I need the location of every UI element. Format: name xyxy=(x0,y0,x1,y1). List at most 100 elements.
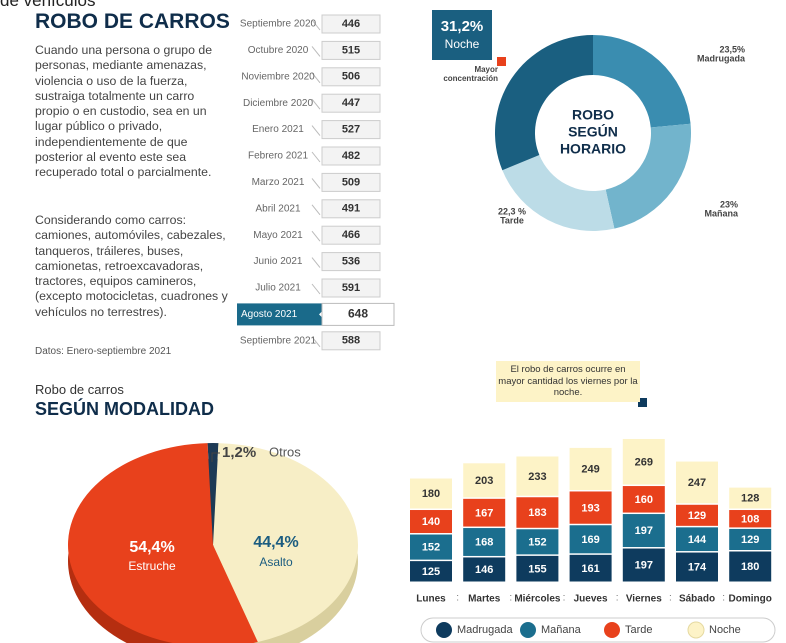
marker xyxy=(497,57,506,66)
month-value: 466 xyxy=(342,229,360,241)
value-box xyxy=(321,199,381,219)
data-label: 269 xyxy=(635,456,653,468)
x-tick-label: Domingo xyxy=(729,594,772,605)
pie-slice xyxy=(68,443,258,643)
legend-swatch xyxy=(520,622,536,638)
bar-segment xyxy=(622,548,665,582)
data-label: 174 xyxy=(688,562,707,574)
data-label: 249 xyxy=(581,464,599,476)
data-label: 152 xyxy=(422,542,440,554)
month-label: Febrero 2021 xyxy=(248,151,308,162)
legend-label: Madrugada xyxy=(457,624,514,636)
month-label: Septiembre 2020 xyxy=(240,19,317,30)
category-label: Madrugada xyxy=(697,53,746,63)
x-tick-label: Viernes xyxy=(626,594,662,605)
pointer-line xyxy=(311,151,321,163)
category-label: Estruche xyxy=(128,559,176,573)
legend-swatch xyxy=(436,622,452,638)
data-label: 140 xyxy=(422,516,440,528)
bar-segment xyxy=(676,552,718,582)
month-label: Marzo 2021 xyxy=(252,177,305,188)
data-label: 155 xyxy=(528,563,546,575)
month-value: 446 xyxy=(342,18,360,30)
month-value: 591 xyxy=(342,282,360,294)
bar-segment xyxy=(622,514,665,548)
value-box xyxy=(321,67,381,87)
data-label: 125 xyxy=(422,566,440,578)
data-label: 197 xyxy=(635,525,653,537)
month-label: Noviembre 2020 xyxy=(241,71,315,82)
bar-segment xyxy=(516,555,559,582)
bar-segment xyxy=(410,561,452,582)
pointer-line xyxy=(311,125,321,136)
month-value: 588 xyxy=(342,335,360,347)
value-label: 54,4% xyxy=(129,539,174,556)
title: ROBO DE CARROS xyxy=(35,10,230,33)
data-label: 108 xyxy=(741,513,759,525)
value-box xyxy=(321,120,381,140)
bar-segment xyxy=(729,551,772,582)
x-tick-label: Lunes xyxy=(416,594,446,605)
pointer-line xyxy=(311,257,321,268)
paragraph: Cuando una persona o grupo de personas, … xyxy=(35,43,213,180)
highlight-box xyxy=(237,303,325,326)
pointer-line xyxy=(311,72,321,84)
month-label: Abril 2021 xyxy=(255,203,300,214)
value-box xyxy=(321,14,381,34)
bar-segment xyxy=(622,486,665,513)
bar-segment xyxy=(676,461,718,504)
value-box xyxy=(321,93,381,113)
data-label: 183 xyxy=(528,507,546,519)
separator: : xyxy=(563,593,566,604)
bar-segment xyxy=(622,438,665,485)
category-label: Mañana xyxy=(704,208,739,218)
donut-segment xyxy=(605,123,691,229)
month-label: Agosto 2021 xyxy=(241,309,298,320)
legend-label: Mañana xyxy=(541,624,582,636)
cut-title: de vehículos xyxy=(0,0,96,10)
legend-box xyxy=(420,617,776,643)
data-label: 193 xyxy=(581,502,599,514)
bar-segment xyxy=(676,504,718,526)
value-label: 1,2% xyxy=(222,444,256,461)
value-box xyxy=(321,278,381,298)
x-tick-label: Sábado xyxy=(679,594,715,605)
donut-segment xyxy=(502,155,615,231)
bar-segment xyxy=(729,510,772,528)
marker xyxy=(638,398,647,407)
bar-segment xyxy=(569,447,612,490)
month-value: 506 xyxy=(342,71,360,83)
leader xyxy=(211,452,220,462)
pointer-line xyxy=(311,230,321,242)
category-label: Noche xyxy=(445,37,480,51)
month-label: Enero 2021 xyxy=(252,124,304,135)
data-label: 203 xyxy=(475,475,493,487)
donut-segment xyxy=(495,35,593,171)
data-label: 128 xyxy=(741,493,759,505)
month-label: Octubre 2020 xyxy=(248,45,309,56)
bar-segment xyxy=(463,463,506,498)
donut-title: SEGÚN xyxy=(568,123,618,140)
bar-segment xyxy=(463,557,506,582)
month-label: Junio 2021 xyxy=(254,256,303,267)
bar-segment xyxy=(569,554,612,582)
month-label: Mayo 2021 xyxy=(253,230,303,241)
legend-label: Noche xyxy=(709,624,741,636)
donut-title: HORARIO xyxy=(560,141,626,157)
pointer-line xyxy=(311,336,321,348)
month-label: Julio 2021 xyxy=(255,283,301,294)
separator: : xyxy=(616,593,619,604)
annotation: Mayor concentración xyxy=(443,65,498,83)
value-box xyxy=(321,252,381,272)
separator: : xyxy=(456,593,459,604)
data-label: 180 xyxy=(422,488,440,500)
legend-swatch xyxy=(687,621,705,639)
pointer-line xyxy=(311,204,321,216)
bar-segment xyxy=(410,534,452,560)
pie-slice xyxy=(213,443,358,643)
data-label: 197 xyxy=(635,560,653,572)
data-label: 247 xyxy=(688,477,706,489)
bar-segment xyxy=(463,528,506,556)
